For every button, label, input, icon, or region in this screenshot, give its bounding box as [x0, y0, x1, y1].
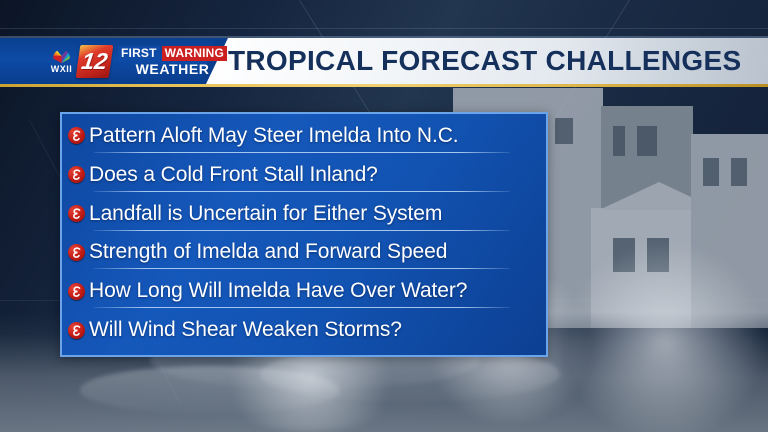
nbc-peacock-icon: WXII [50, 49, 73, 74]
hurricane-symbol-icon [68, 243, 85, 261]
hurricane-symbol-icon [68, 282, 85, 300]
brand-warning-label: WARNING [161, 45, 228, 61]
sea-spray-shape [560, 242, 768, 432]
brand-weather-label: WEATHER [135, 60, 210, 77]
item-separator [94, 229, 510, 231]
list-item: Will Wind Shear Weaken Storms? [68, 315, 536, 348]
window-shape [637, 126, 657, 156]
hurricane-symbol-icon [68, 321, 85, 339]
list-item-label: How Long Will Imelda Have Over Water? [89, 279, 468, 303]
list-item-label: Will Wind Shear Weaken Storms? [89, 318, 402, 342]
station-branding: WXII 12 FIRST WARNING WEATHER [50, 42, 228, 80]
page-title: TROPICAL FORECAST CHALLENGES [228, 45, 742, 76]
station-callsign: WXII [50, 63, 73, 74]
header-top-rule [0, 36, 768, 38]
hurricane-symbol-icon [68, 205, 85, 223]
list-item: Does a Cold Front Stall Inland? [68, 160, 536, 193]
list-item-label: Landfall is Uncertain for Either System [89, 201, 443, 225]
list-item-label: Pattern Aloft May Steer Imelda Into N.C. [89, 123, 459, 147]
window-shape [613, 126, 625, 156]
list-item: Landfall is Uncertain for Either System [68, 199, 536, 232]
window-shape [703, 158, 719, 186]
first-warning-weather-logo: FIRST WARNING WEATHER [118, 45, 228, 77]
list-item: Pattern Aloft May Steer Imelda Into N.C. [68, 121, 536, 154]
peacock-feathers-icon [50, 49, 73, 64]
header-title-block [206, 38, 768, 84]
list-item: How Long Will Imelda Have Over Water? [68, 276, 536, 309]
forecast-challenges-panel: Pattern Aloft May Steer Imelda Into N.C.… [60, 112, 548, 357]
window-shape [555, 118, 573, 144]
header-bar [0, 38, 768, 84]
channel-number: 12 [75, 44, 114, 78]
list-item-label: Strength of Imelda and Forward Speed [89, 240, 448, 264]
list-item-label: Does a Cold Front Stall Inland? [89, 162, 378, 186]
item-separator [94, 190, 510, 192]
brand-first-label: FIRST [118, 45, 160, 61]
window-shape [731, 158, 747, 186]
item-separator [94, 268, 510, 270]
list-item: Strength of Imelda and Forward Speed [68, 237, 536, 270]
item-separator [94, 151, 510, 153]
hurricane-symbol-icon [68, 127, 85, 145]
header-gold-accent [0, 84, 768, 87]
hurricane-symbol-icon [68, 166, 85, 184]
item-separator [94, 307, 510, 309]
